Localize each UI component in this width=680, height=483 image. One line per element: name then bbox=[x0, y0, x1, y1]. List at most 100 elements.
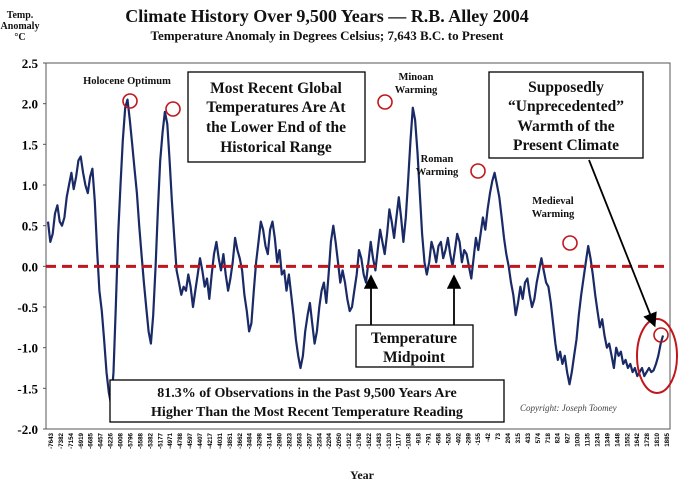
holocene-optimum-label: Holocene Optimum bbox=[83, 76, 171, 87]
unprecedented-line4: Present Climate bbox=[513, 137, 619, 154]
x-tick-label: -5796 bbox=[127, 432, 134, 448]
x-tick-label: -7643 bbox=[48, 432, 55, 448]
x-tick-label: -1622 bbox=[366, 432, 373, 448]
plot-frame bbox=[45, 62, 671, 430]
x-tick-label: -1038 bbox=[406, 432, 413, 448]
holocene-second-peak-circle bbox=[165, 101, 181, 117]
y-tick-label: -1.5 bbox=[17, 381, 38, 396]
y-tick-label: 1.0 bbox=[22, 178, 38, 193]
temperature-series-line bbox=[46, 98, 665, 406]
recent-temps-line2: Temperatures Are At bbox=[206, 99, 346, 116]
recent-temps-line1: Most Recent Global bbox=[210, 80, 342, 97]
x-tick-label: -1483 bbox=[376, 432, 383, 448]
x-tick-label: -155 bbox=[475, 432, 482, 445]
unprecedented-line3: Warmth of the bbox=[517, 118, 614, 135]
y-tick-label: 2.0 bbox=[22, 97, 38, 112]
x-tick-label: 204 bbox=[505, 432, 512, 443]
x-tick-label: -1768 bbox=[356, 432, 363, 448]
midpoint-callout-box bbox=[355, 324, 474, 368]
medieval-warming-label-2: Warming bbox=[532, 209, 575, 220]
x-tick-label: 1243 bbox=[594, 432, 601, 446]
x-tick-label: 73 bbox=[495, 432, 502, 439]
medieval-warming-label-1: Medieval bbox=[532, 196, 573, 207]
unprecedented-line1: Supposedly bbox=[528, 79, 604, 96]
x-tick-label: -791 bbox=[426, 432, 433, 445]
medieval-peak-circle bbox=[562, 235, 578, 251]
x-tick-label: -2050 bbox=[336, 432, 343, 448]
holocene-peak-circle bbox=[122, 93, 138, 109]
x-tick-label: -4971 bbox=[167, 432, 174, 448]
x-tick-label: 718 bbox=[545, 432, 552, 443]
x-tick-label: -3662 bbox=[237, 432, 244, 448]
recent-temps-line3: the Lower End of the bbox=[206, 119, 346, 136]
roman-warming-label-2: Warming bbox=[416, 167, 459, 178]
y-tick-label: 0.0 bbox=[22, 259, 38, 274]
y-tick-label: -1.0 bbox=[17, 341, 38, 356]
y-tick-label: 1.5 bbox=[22, 137, 39, 152]
midpoint-line1: Temperature bbox=[371, 330, 457, 347]
x-tick-label: -7154 bbox=[68, 432, 75, 448]
x-tick-label: 315 bbox=[515, 432, 522, 443]
x-tick-label: 1448 bbox=[614, 432, 621, 446]
x-tick-label: -289 bbox=[465, 432, 472, 445]
x-tick-label: -2354 bbox=[316, 432, 323, 448]
y-axis-label-line2: Anomaly bbox=[1, 21, 40, 32]
recent-temps-callout-box bbox=[187, 71, 366, 163]
x-tick-label: -3144 bbox=[267, 432, 274, 448]
x-tick-label: -6457 bbox=[98, 432, 105, 448]
x-tick-label: 927 bbox=[565, 432, 572, 443]
x-tick-label: 1885 bbox=[664, 432, 671, 446]
observations-callout-box bbox=[109, 379, 505, 423]
chart-title: Climate History Over 9,500 Years — R.B. … bbox=[125, 6, 528, 26]
x-tick-label: -5588 bbox=[137, 432, 144, 448]
x-tick-label: 1642 bbox=[634, 432, 641, 446]
y-axis-label-line1: Temp. bbox=[7, 10, 34, 21]
unprecedented-callout-box bbox=[488, 71, 644, 159]
x-tick-label: -2980 bbox=[277, 432, 284, 448]
x-tick-label: -2663 bbox=[296, 432, 303, 448]
minoan-warming-label-1: Minoan bbox=[398, 72, 433, 83]
y-tick-label: -0.5 bbox=[17, 300, 38, 315]
x-tick-label: 433 bbox=[525, 432, 532, 443]
unprecedented-line2: “Unprecedented” bbox=[508, 98, 624, 115]
x-tick-label: -4788 bbox=[177, 432, 184, 448]
x-tick-label: -2823 bbox=[286, 432, 293, 448]
observations-line2: Higher Than the Most Recent Temperature … bbox=[151, 405, 463, 420]
chart-subtitle: Temperature Anomaly in Degrees Celsius; … bbox=[150, 28, 504, 43]
x-tick-label: -7382 bbox=[58, 432, 65, 448]
y-tick-label: 0.5 bbox=[22, 219, 39, 234]
x-tick-label: 824 bbox=[555, 432, 562, 443]
observations-line1: 81.3% of Observations in the Past 9,500 … bbox=[157, 386, 456, 401]
x-tick-label: -918 bbox=[416, 432, 423, 445]
recent-temps-line4: Historical Range bbox=[220, 139, 332, 156]
x-axis-label: Year bbox=[350, 468, 375, 482]
x-tick-label: -5177 bbox=[157, 432, 164, 448]
present-ellipse bbox=[636, 318, 678, 394]
x-tick-label: 574 bbox=[535, 432, 542, 443]
x-tick-label: -526 bbox=[445, 432, 452, 445]
x-tick-label: -4217 bbox=[207, 432, 214, 448]
x-tick-label: -5382 bbox=[147, 432, 154, 448]
x-tick-label: -4597 bbox=[187, 432, 194, 448]
copyright-label: Copyright: Joseph Toomey bbox=[520, 403, 617, 413]
x-tick-label: 1030 bbox=[575, 432, 582, 446]
roman-warming-label-1: Roman bbox=[421, 154, 454, 165]
x-tick-label: -3484 bbox=[247, 432, 254, 448]
present-point-circle bbox=[653, 327, 669, 343]
x-tick-label: -3298 bbox=[257, 432, 264, 448]
x-tick-label: -1310 bbox=[386, 432, 393, 448]
x-tick-label: -6008 bbox=[118, 432, 125, 448]
x-tick-label: -6685 bbox=[88, 432, 95, 448]
y-axis-label-line3: °C bbox=[14, 32, 25, 43]
x-tick-label: -6226 bbox=[108, 432, 115, 448]
x-tick-label: 1728 bbox=[644, 432, 651, 446]
x-tick-label: -6919 bbox=[78, 432, 85, 448]
x-tick-label: 1552 bbox=[624, 432, 631, 446]
x-tick-label: 1135 bbox=[585, 432, 592, 446]
minoan-warming-label-2: Warming bbox=[395, 85, 438, 96]
x-tick-label: -1177 bbox=[396, 432, 403, 448]
x-tick-label: -4407 bbox=[197, 432, 204, 448]
y-tick-label: -2.0 bbox=[17, 422, 38, 437]
x-tick-label: 1349 bbox=[604, 432, 611, 446]
